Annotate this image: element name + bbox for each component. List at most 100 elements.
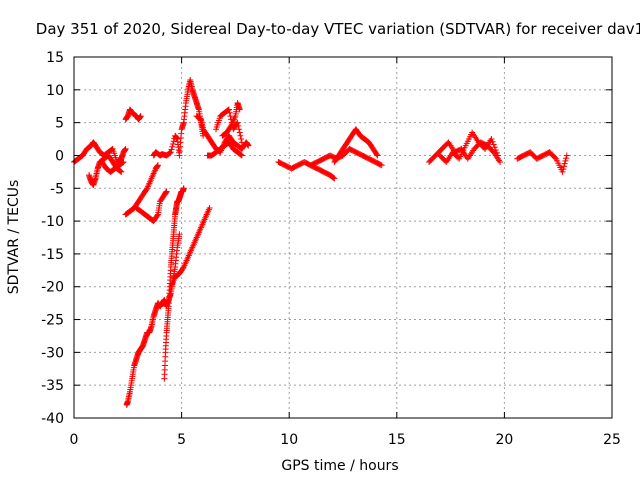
data-point (493, 149, 500, 156)
data-point (329, 174, 336, 181)
data-point (143, 186, 150, 193)
data-point (563, 152, 570, 159)
x-tick-label: 5 (177, 432, 186, 448)
series-arc-05 (122, 162, 161, 218)
data-point (167, 149, 174, 156)
series-arc-04 (122, 106, 144, 123)
series-arc-16 (307, 145, 385, 169)
x-tick-label: 0 (70, 432, 79, 448)
data-point (563, 155, 570, 162)
data-point (119, 159, 126, 166)
data-point (378, 162, 385, 169)
axis-ticks (73, 56, 613, 419)
data-point (120, 159, 127, 166)
series-arc-20 (514, 149, 570, 175)
data-points (71, 76, 570, 408)
data-point (488, 136, 495, 143)
data-point (176, 231, 183, 238)
data-point (236, 129, 243, 136)
data-point (238, 151, 245, 158)
series-arc-07 (150, 76, 207, 159)
y-tick-label: 15 (46, 50, 64, 66)
y-tick-label: 10 (46, 83, 64, 99)
data-point (238, 152, 245, 159)
data-point (166, 150, 173, 157)
data-point (331, 175, 338, 182)
y-tick-label: -35 (41, 378, 64, 394)
data-point (117, 168, 124, 175)
data-point (494, 152, 501, 159)
y-tick-label: -30 (41, 345, 64, 361)
data-point (235, 126, 242, 133)
data-point (245, 142, 252, 149)
series-arc-17 (331, 126, 381, 166)
data-point (490, 141, 497, 148)
x-axis-label: GPS time / hours (281, 458, 398, 474)
data-point (235, 122, 242, 129)
y-tick-label: -20 (41, 280, 64, 296)
chart-title: Day 351 of 2020, Sidereal Day-to-day VTE… (36, 20, 640, 38)
x-tick-label: 25 (603, 432, 621, 448)
data-point (562, 157, 569, 164)
data-point (491, 144, 498, 151)
y-tick-label: -40 (41, 411, 64, 427)
data-point (237, 132, 244, 139)
series-arc-06 (133, 188, 170, 225)
y-tick-label: -15 (41, 247, 64, 263)
x-tick-label: 20 (495, 432, 513, 448)
data-point (227, 113, 234, 120)
data-point (154, 212, 161, 219)
data-point (559, 168, 566, 175)
data-point (225, 106, 232, 113)
plot-frame (73, 56, 613, 419)
series-arc-10 (213, 106, 245, 146)
data-point (560, 163, 567, 170)
data-point (236, 106, 243, 113)
data-point (373, 151, 380, 158)
series-arc-11 (219, 99, 243, 139)
data-point (163, 188, 170, 195)
series-arc-09 (204, 139, 245, 159)
data-point (180, 185, 187, 192)
grid-lines (74, 57, 612, 418)
data-point (122, 145, 129, 152)
y-tick-label: -5 (50, 181, 64, 197)
x-tick-label: 15 (388, 432, 406, 448)
y-tick-label: 5 (55, 116, 64, 132)
y-axis-label: SDTVAR / TECUs (6, 180, 22, 295)
data-point (237, 151, 244, 158)
series-arc-03 (98, 159, 127, 175)
data-point (119, 160, 126, 167)
data-point (560, 166, 567, 173)
data-point (374, 152, 381, 159)
data-point (497, 159, 504, 166)
data-point (170, 138, 177, 145)
x-tick-label: 10 (280, 432, 298, 448)
data-point (551, 154, 558, 161)
data-point (168, 146, 175, 153)
data-point (234, 119, 241, 126)
data-point (116, 167, 123, 174)
data-point (238, 139, 245, 146)
data-point (169, 140, 176, 147)
series-arc-08 (193, 113, 252, 156)
y-tick-label: -25 (41, 313, 64, 329)
data-point (226, 109, 233, 116)
data-point (167, 149, 174, 156)
data-point (206, 204, 213, 211)
series-arc-14 (167, 204, 213, 290)
data-point (169, 143, 176, 150)
series-arc-13 (161, 185, 187, 382)
x-tick-labels: 0 5 10 15 20 25 (70, 432, 621, 448)
data-point (225, 107, 232, 114)
data-point (561, 160, 568, 167)
data-point (227, 124, 234, 131)
data-point (489, 138, 496, 145)
data-point (118, 168, 125, 175)
data-point (330, 174, 337, 181)
data-point (180, 265, 187, 272)
data-point (492, 146, 499, 153)
y-tick-label: -10 (41, 214, 64, 230)
